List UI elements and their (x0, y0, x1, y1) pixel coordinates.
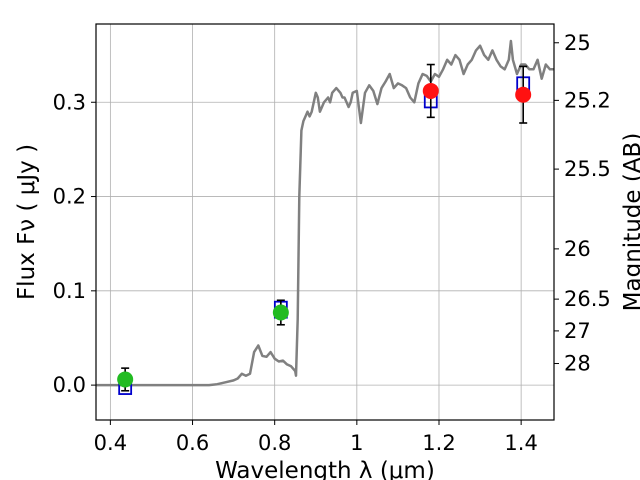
observed-marker (272, 304, 289, 321)
y-tick-label: 0.2 (53, 185, 86, 209)
observed-point (272, 299, 289, 326)
y2-tick-label: 28 (564, 352, 591, 376)
y2-tick-label: 25.5 (564, 157, 611, 181)
observed-point (117, 367, 134, 392)
y2-axis-label: Magnitude (AB) (620, 133, 640, 312)
x-tick-label: 1.2 (422, 431, 455, 455)
y-tick-label: 0.0 (53, 373, 86, 397)
y-axis-label: Flux Fν ( μJy ) (14, 144, 40, 300)
x-tick-label: 1.4 (504, 431, 537, 455)
y2-tick-label: 25.2 (564, 88, 611, 112)
observed-point (422, 63, 439, 119)
observed-photometry (117, 63, 532, 392)
y2-tick-label: 27 (564, 319, 591, 343)
y2-tick-label: 25 (564, 31, 591, 55)
observed-marker (422, 82, 439, 99)
x-axis-label: Wavelength λ (μm) (215, 458, 435, 480)
y2-tick-label: 26 (564, 237, 591, 261)
observed-marker (117, 371, 134, 388)
observed-marker (515, 86, 532, 103)
x-tick-label: 0.4 (94, 431, 127, 455)
model-spectrum (96, 39, 554, 387)
x-tick-label: 0.6 (176, 431, 209, 455)
y-axis-ticks: 0.0 0.1 0.2 0.3 (53, 90, 96, 397)
observed-point (515, 65, 532, 124)
x-tick-label: 1 (350, 431, 363, 455)
y-tick-label: 0.3 (53, 90, 86, 114)
x-tick-label: 0.8 (258, 431, 291, 455)
y2-tick-label: 26.5 (564, 287, 611, 311)
plot-frame (95, 23, 555, 421)
y2-axis-ticks: 25 25.2 25.5 26 26.5 27 28 (554, 31, 611, 376)
x-axis-ticks: 0.4 0.6 0.8 1 1.2 1.4 (94, 420, 538, 455)
plot-area (96, 24, 554, 420)
y-tick-label: 0.1 (53, 279, 86, 303)
spectrum-line (96, 39, 554, 387)
